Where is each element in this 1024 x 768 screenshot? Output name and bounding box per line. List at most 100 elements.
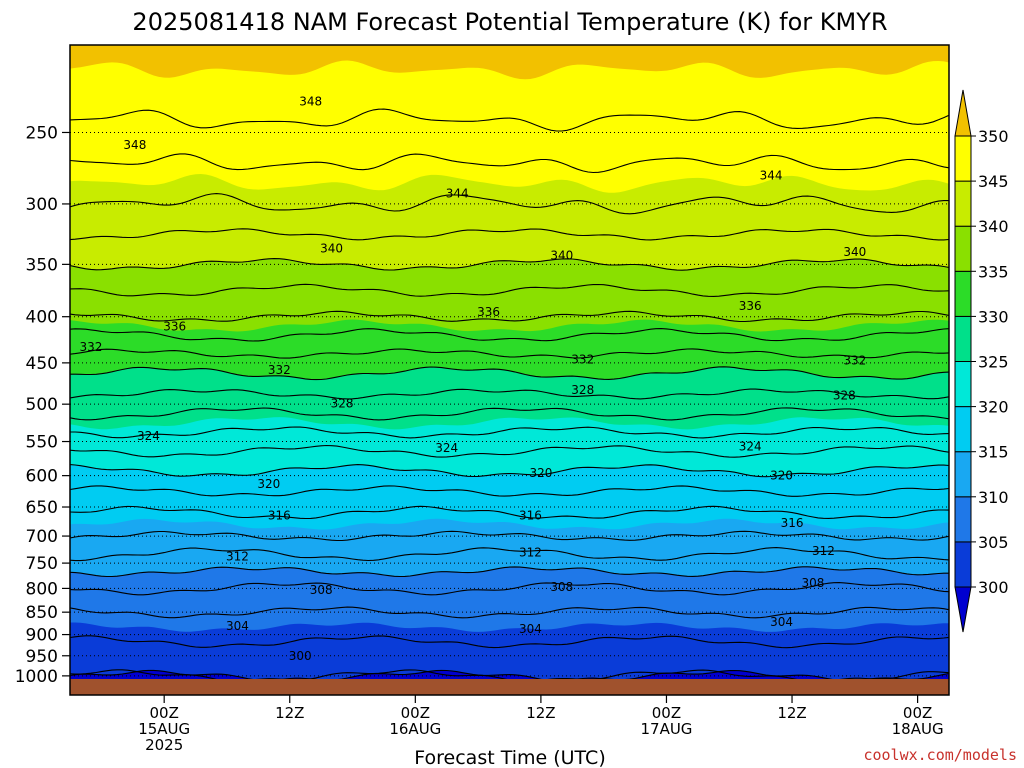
y-tick-label-600: 600 bbox=[26, 467, 58, 487]
contour-label-332: 332 bbox=[843, 353, 866, 367]
contour-label-344: 344 bbox=[446, 186, 469, 200]
y-tick-label-1000: 1000 bbox=[15, 667, 58, 687]
contour-328 bbox=[70, 388, 949, 400]
y-axis: 250 300 350 400 450 500 550 600 650 700 750 800 850 9… bbox=[15, 123, 70, 687]
y-tick-label-650: 650 bbox=[26, 498, 58, 518]
colorbar-segment-315 bbox=[954, 406, 972, 453]
contour-label-348: 348 bbox=[299, 94, 322, 108]
contour-330 bbox=[70, 366, 949, 381]
contour-label-332: 332 bbox=[571, 352, 594, 366]
y-tick-label-700: 700 bbox=[26, 527, 58, 547]
contour-300 bbox=[70, 669, 949, 682]
contour-label-324: 324 bbox=[739, 439, 762, 453]
contour-label-304: 304 bbox=[770, 615, 793, 629]
contour-label-316: 316 bbox=[268, 508, 291, 522]
colorbar: 300 305 310 315 320 325 330 335 340 345 350 bbox=[954, 89, 1009, 633]
contour-314 bbox=[70, 530, 949, 542]
contour-label-320: 320 bbox=[257, 477, 280, 491]
contour-332 bbox=[70, 348, 949, 359]
contour-312 bbox=[70, 547, 949, 562]
contour-label-336: 336 bbox=[739, 299, 762, 313]
contour-326 bbox=[70, 407, 949, 421]
colorbar-label-320: 320 bbox=[978, 398, 1009, 417]
colorbar-segment-320 bbox=[954, 361, 972, 408]
contour-label-340: 340 bbox=[550, 248, 573, 262]
colorbar-label-335: 335 bbox=[978, 262, 1009, 281]
contour-label-332: 332 bbox=[268, 363, 291, 377]
contour-label-304: 304 bbox=[519, 622, 542, 636]
contour-label-320: 320 bbox=[529, 466, 552, 480]
colorbar-segment-345 bbox=[954, 135, 972, 182]
colorbar-extend-high bbox=[954, 89, 972, 137]
y-tick-label-500: 500 bbox=[26, 395, 58, 415]
contour-label-308: 308 bbox=[802, 576, 825, 590]
contour-label-340: 340 bbox=[843, 245, 866, 259]
contour-316 bbox=[70, 505, 949, 520]
plot-area: 348 348 344 344 340 340 340 336 336 336 332 332 332 3… bbox=[70, 45, 949, 695]
colorbar-label-315: 315 bbox=[978, 443, 1009, 462]
contour-318 bbox=[70, 485, 949, 497]
contour-346 bbox=[70, 153, 949, 174]
contour-320 bbox=[70, 464, 949, 478]
surface-ground bbox=[70, 679, 949, 695]
x-tick-label-42: 12Z bbox=[526, 704, 555, 722]
band-305 bbox=[70, 622, 949, 695]
colorbar-segment-305 bbox=[954, 496, 972, 543]
y-tick-label-950: 950 bbox=[26, 647, 58, 667]
plot-frame bbox=[69, 44, 950, 696]
contour-label-312: 312 bbox=[812, 544, 835, 558]
contour-310 bbox=[70, 566, 949, 578]
colorbar-segment-325 bbox=[954, 315, 972, 362]
grid-lines bbox=[70, 131, 949, 677]
colorbar-segment-310 bbox=[954, 451, 972, 498]
y-tick-label-300: 300 bbox=[26, 195, 58, 215]
x-tick-label-54: 00Z 17AUG bbox=[640, 704, 692, 738]
contour-label-304: 304 bbox=[226, 619, 249, 633]
contour-340 bbox=[70, 258, 949, 271]
x-tick-label-18: 12Z bbox=[275, 704, 304, 722]
x-axis-title: Forecast Time (UTC) bbox=[414, 747, 605, 768]
x-tick-label-78: 00Z 18AUG bbox=[892, 704, 944, 738]
colorbar-label-325: 325 bbox=[978, 353, 1009, 372]
contour-label-300: 300 bbox=[289, 649, 312, 663]
contour-label-328: 328 bbox=[571, 383, 594, 397]
contour-344 bbox=[70, 193, 949, 215]
x-axis: 00Z 15AUG 2025 12Z 00Z 16AUG 12Z 00Z 17AUG 12Z 00Z… bbox=[138, 695, 944, 754]
contour-334 bbox=[70, 328, 949, 342]
contour-label-312: 312 bbox=[226, 549, 249, 563]
contour-label-332: 332 bbox=[79, 340, 102, 354]
contour-label-324: 324 bbox=[435, 441, 458, 455]
contour-label-340: 340 bbox=[320, 241, 343, 255]
contour-label-348: 348 bbox=[123, 138, 146, 152]
y-tick-label-250: 250 bbox=[26, 123, 58, 143]
contour-306 bbox=[70, 606, 949, 619]
contour-label-308: 308 bbox=[310, 583, 333, 597]
colorbar-label-350: 350 bbox=[978, 127, 1009, 146]
contour-336 bbox=[70, 310, 949, 323]
colorbar-label-300: 300 bbox=[978, 578, 1009, 597]
colorbar-segment-335 bbox=[954, 225, 972, 272]
contour-label-324: 324 bbox=[137, 429, 160, 443]
contour-342 bbox=[70, 228, 949, 241]
y-tick-label-400: 400 bbox=[26, 308, 58, 328]
colorbar-segment-330 bbox=[954, 270, 972, 317]
contour-322 bbox=[70, 444, 949, 458]
colorbar-label-340: 340 bbox=[978, 217, 1009, 236]
colorbar-segment-340 bbox=[954, 180, 972, 227]
contour-label-328: 328 bbox=[833, 388, 856, 402]
colorbar-extend-low bbox=[954, 586, 972, 633]
contour-label-312: 312 bbox=[519, 546, 542, 560]
x-tick-label-66: 12Z bbox=[777, 704, 806, 722]
x-tick-label-30: 00Z 16AUG bbox=[389, 704, 441, 738]
y-tick-label-350: 350 bbox=[26, 255, 58, 275]
colorbar-label-330: 330 bbox=[978, 307, 1009, 326]
y-tick-label-450: 450 bbox=[26, 354, 58, 374]
x-tick-label-6: 00Z 15AUG 2025 bbox=[138, 704, 190, 754]
contour-label-316: 316 bbox=[519, 508, 542, 522]
chart-title: 2025081418 NAM Forecast Potential Temper… bbox=[132, 8, 887, 36]
y-tick-label-800: 800 bbox=[26, 579, 58, 599]
contour-348 bbox=[70, 108, 949, 132]
contour-338 bbox=[70, 283, 949, 297]
contour-304 bbox=[70, 635, 949, 649]
